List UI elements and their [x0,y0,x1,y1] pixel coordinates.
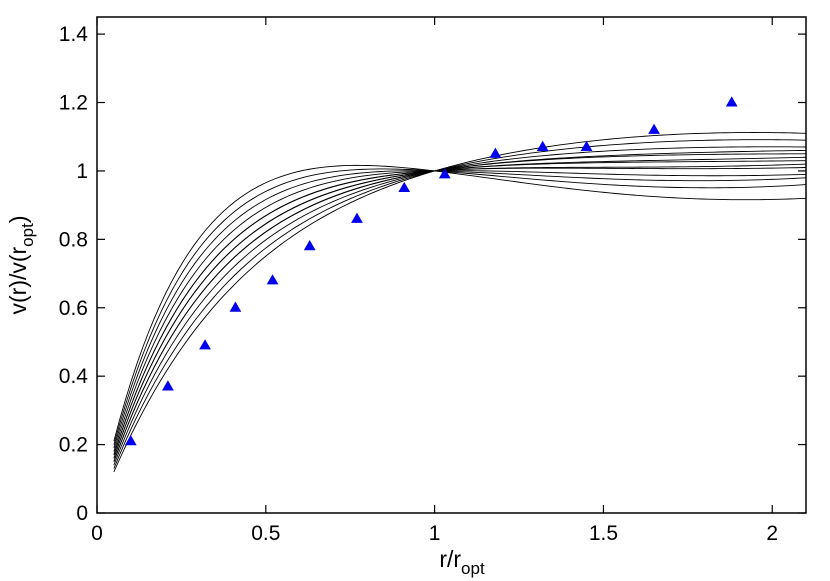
y-tick-label: 1.4 [59,23,89,46]
x-axis-label-subscript: opt [461,559,485,578]
x-tick-labels: 0 0.5 1 1.5 2 [91,522,778,545]
data-point-6 [303,239,316,251]
data-point-3 [199,339,211,350]
model-curves [113,132,807,473]
data-point-4 [229,301,242,312]
model-curve-13 [113,164,807,442]
data-point-2 [162,380,174,391]
x-axis-label: r/ropt [439,546,485,578]
y-tick-label: 0 [76,502,88,525]
y-tick-label: 0.8 [59,228,88,251]
data-point-14 [725,96,738,107]
y-tick-labels: 0 0.2 0.4 0.6 0.8 1 1.2 1.4 [59,23,89,525]
y-axis-label-pre: v(r)/v(r [5,246,31,314]
axis-ticks [96,17,806,514]
x-tick-label: 2 [766,522,778,545]
y-tick-label: 1 [76,160,88,183]
model-curve-2 [113,139,807,469]
data-point-11 [536,140,549,152]
model-curve-12 [113,168,807,445]
y-tick-label: 0.4 [59,365,89,388]
data-point-8 [398,181,411,193]
data-point-9 [438,168,451,179]
data-point-1 [124,434,137,446]
data-points [124,96,738,446]
y-axis-label-post: ) [5,216,31,224]
model-curve-7 [113,160,807,459]
model-curve-1 [113,132,807,473]
model-curve-11 [113,170,807,449]
x-axis-label-main: r/r [439,546,461,572]
data-point-10 [489,147,502,158]
x-tick-label: 1 [429,522,441,545]
data-point-12 [580,140,593,152]
x-tick-label: 0 [91,522,103,545]
y-tick-label: 1.2 [59,92,88,115]
model-curve-3 [113,146,807,466]
model-curve-9 [113,167,807,455]
x-tick-label: 0.5 [251,522,280,545]
data-point-13 [648,123,660,134]
x-tick-label: 1.5 [589,522,618,545]
plot-frame [96,16,807,514]
y-tick-label: 0.2 [59,434,88,457]
y-tick-label: 0.6 [59,297,88,320]
model-curve-5 [113,153,806,462]
y-axis-label-subscript: opt [18,223,37,247]
y-axis-label: v(r)/v(ropt) [5,216,37,315]
data-point-5 [266,274,279,285]
model-curve-10 [113,170,807,452]
data-point-7 [351,212,363,223]
